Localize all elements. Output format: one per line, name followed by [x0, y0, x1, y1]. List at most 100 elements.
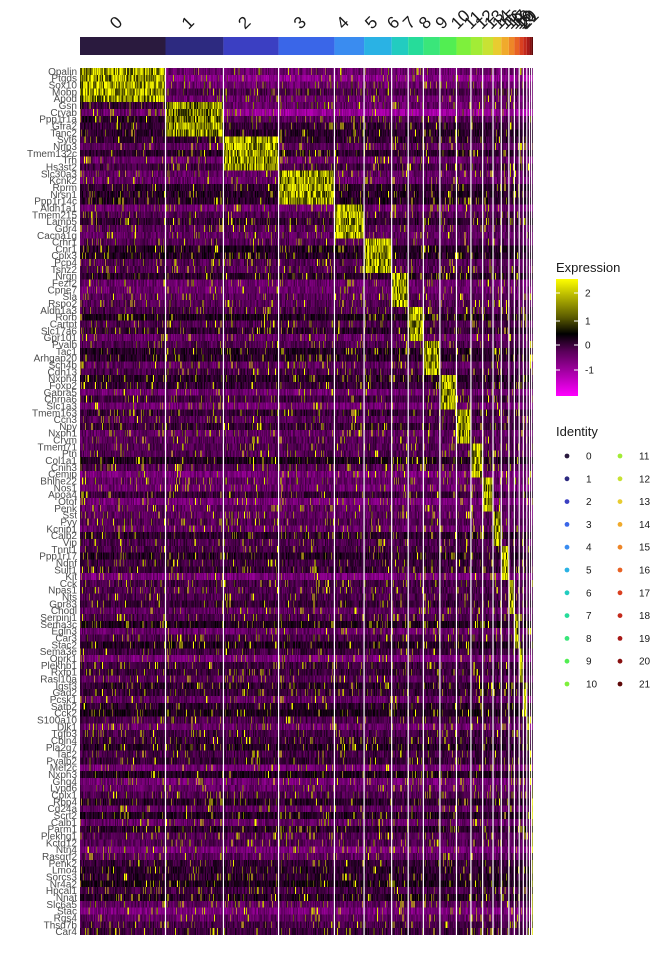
gene-label: Mobp [52, 87, 77, 98]
identity-label-2: 2 [586, 497, 592, 508]
gene-label: Cnr1 [55, 244, 77, 255]
gene-label: Crhr1 [52, 238, 77, 249]
cluster-bar-12 [482, 37, 494, 55]
gene-labels: OpalinPtgdsSox10MobpApodGsnCryabPpp1r1aG… [27, 67, 78, 938]
cluster-bar-16 [514, 37, 520, 55]
cluster-bar-8 [423, 37, 440, 55]
gene-label: Plekhg1 [41, 832, 78, 843]
identity-key-4 [564, 544, 570, 550]
gene-label: Parm1 [48, 825, 78, 836]
cluster-color-bar [80, 37, 533, 55]
gene-label: Pvalb [52, 340, 77, 351]
cluster-bar-1 [165, 37, 224, 55]
gene-label: Fezf2 [52, 279, 77, 290]
gene-label: Nxph3 [48, 770, 77, 781]
gene-label: Nr4a2 [50, 879, 78, 890]
identity-legend: Identity 0123456789101112131415161718192… [556, 424, 651, 691]
gene-label: Rasgrf2 [42, 852, 77, 863]
gene-label: Sox10 [49, 81, 78, 92]
cluster-bar-13 [493, 37, 502, 55]
gene-label: Thsd7b [44, 920, 78, 931]
cluster-label-1: 1 [178, 13, 198, 33]
heatmap-body [80, 68, 533, 935]
gene-label: Tmem215 [32, 210, 77, 221]
gene-label: Ndnf [56, 558, 77, 569]
gene-label: Tac1 [56, 347, 78, 358]
gene-label: Gng4 [53, 777, 78, 788]
gene-label: Kctd12 [46, 838, 78, 849]
identity-label-14: 14 [639, 520, 651, 531]
cluster-bar-4 [334, 37, 365, 55]
gene-label: Car4 [55, 927, 77, 938]
gene-label: Kit [65, 572, 77, 583]
gene-label: Otof [58, 497, 77, 508]
gene-label: Pcsk1 [50, 695, 78, 706]
gene-label: Foxp2 [49, 381, 77, 392]
gene-label: Slc17a6 [41, 326, 78, 337]
gene-label: Ccn3 [54, 415, 78, 426]
gene-label: Apoa4 [48, 490, 77, 501]
cluster-bar-14 [501, 37, 509, 55]
gene-label: Mef2c [50, 763, 77, 774]
gene-label: Calb1 [51, 818, 78, 829]
gene-label: Arhgap20 [34, 354, 78, 365]
cluster-bar-6 [391, 37, 409, 55]
gene-label: Pvalb2 [46, 756, 77, 767]
gene-label: Lamp5 [46, 217, 77, 228]
gene-label: Slc30a3 [41, 169, 78, 180]
gene-label: Slc6a5 [46, 900, 77, 911]
gene-label: Ntn4 [56, 845, 78, 856]
identity-key-11 [617, 453, 623, 459]
identity-key-1 [564, 476, 570, 482]
gene-label: Aldh1a1 [40, 203, 77, 214]
cluster-bar-3 [278, 37, 335, 55]
identity-label-10: 10 [586, 680, 598, 691]
gene-label: Sla [63, 292, 78, 303]
gene-label: Kcnip1 [46, 524, 77, 535]
gene-label: Cck2 [54, 709, 77, 720]
cluster-bar-2 [223, 37, 279, 55]
gene-label: Cpne7 [48, 285, 78, 296]
gene-label: Gpr101 [44, 333, 78, 344]
cluster-label-7: 7 [399, 13, 419, 33]
gene-label: Trh [62, 156, 77, 167]
gene-label: Lypd6 [50, 784, 77, 795]
gene-label: Nxph4 [48, 374, 77, 385]
gene-label: Npas1 [48, 586, 77, 597]
identity-key-20 [617, 658, 623, 664]
gene-label: Cplx1 [51, 791, 77, 802]
gene-label: Igsf3 [55, 681, 77, 692]
cluster-label-5: 5 [361, 13, 381, 33]
gene-label: S100a10 [37, 715, 77, 726]
gene-label: Ppp1r17 [39, 552, 77, 563]
gene-label: Ppp1r14c [34, 197, 77, 208]
identity-label-11: 11 [639, 452, 650, 463]
gene-label: Rspo2 [48, 299, 77, 310]
identity-key-6 [564, 590, 570, 596]
gene-label: Dlk1 [57, 722, 77, 733]
gene-label: Satb2 [51, 702, 78, 713]
gene-label: Gsn [59, 101, 77, 112]
gene-label: Opalin [48, 67, 77, 78]
identity-label-1: 1 [586, 474, 592, 485]
gene-label: Slc1a3 [46, 401, 77, 412]
identity-label-19: 19 [639, 634, 651, 645]
identity-label-12: 12 [639, 474, 651, 485]
gene-label: Cryab [50, 108, 77, 119]
gene-label: Car3 [55, 634, 77, 645]
identity-key-16 [617, 567, 623, 573]
gene-label: Cd24a [48, 804, 78, 815]
gene-label: Hpcal1 [46, 886, 78, 897]
gene-label: Chodl [51, 606, 77, 617]
identity-key-15 [617, 544, 623, 550]
gene-label: Rxfp1 [51, 668, 78, 679]
gene-label: Nnat [56, 893, 77, 904]
gene-label: Rorb [55, 313, 77, 324]
gene-label: Oprk1 [50, 654, 78, 665]
gene-label: Cbln4 [51, 736, 78, 747]
identity-key-19 [617, 636, 623, 641]
gene-label: Scn4b [49, 360, 78, 371]
gene-label: Cnih3 [51, 463, 78, 474]
identity-key-18 [617, 613, 623, 618]
